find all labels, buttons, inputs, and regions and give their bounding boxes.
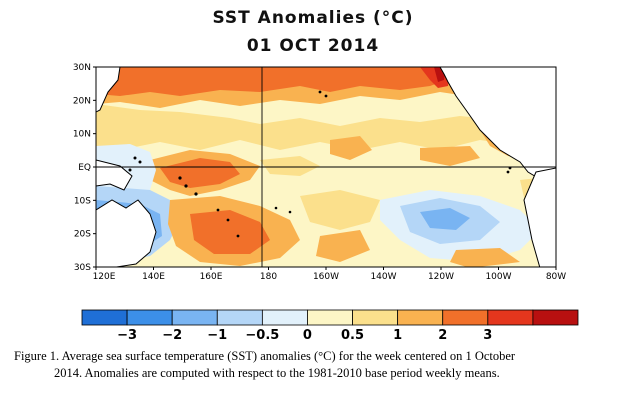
lat-label: EQ [78,163,91,173]
caption-line-2: 2014. Anomalies are computed with respec… [54,366,500,380]
caption-line-1: Figure 1. Average sea surface temperatur… [14,349,516,363]
colorbar-segment [81,309,128,326]
lon-label: 120W [428,272,454,282]
colorbar-segment [126,309,173,326]
chart-title: SST Anomalies (°C) [212,8,414,28]
lon-label: 80W [546,272,566,282]
lat-label: 20S [74,230,91,240]
colorbar-label: 0 [303,328,312,343]
colorbar-label: 2 [438,328,447,343]
lon-label: 180 [260,272,277,282]
lon-label: 140W [370,272,396,282]
colorbar-label: 0.5 [341,328,364,343]
lon-label: 160W [313,272,339,282]
lat-label: 20N [73,96,91,106]
lon-label: 160E [200,272,223,282]
colorbar-label: 1 [393,328,402,343]
lat-label: 30S [74,263,91,273]
colorbar-segment [307,309,353,326]
colorbar-segment [442,309,489,326]
colorbar-label: −3 [117,328,137,343]
chart-date: 01 OCT 2014 [246,36,380,56]
colorbar-segment [261,309,308,326]
lon-label: 100W [485,272,511,282]
colorbar-segment [397,309,444,326]
colorbar-segment [216,309,263,326]
colorbar-label: −0.5 [245,328,279,343]
lat-label: 10N [73,130,91,140]
sst-anomaly-field [96,67,556,267]
lon-label: 120E [93,272,116,282]
colorbar-label: −1 [207,328,227,343]
colorbar-segment [171,309,218,326]
colorbar-segment [352,309,399,326]
figure-caption: Figure 1. Average sea surface temperatur… [14,348,614,382]
longitude-axis: 120E 140E 160E 180 160W 140W 120W 100W 80W [93,267,566,282]
latitude-axis: 30N 20N 10N EQ 10S 20S 30S [73,63,96,273]
colorbar-segment [487,309,534,326]
lat-label: 30N [73,63,91,73]
colorbar-label: 3 [483,328,492,343]
colorbar [81,309,579,326]
colorbar-segment [532,309,579,326]
lat-label: 10S [74,196,91,206]
colorbar-labels: −3 −2 −1 −0.5 0 0.5 1 2 3 [117,328,492,343]
lon-label: 140E [142,272,165,282]
colorbar-label: −2 [162,328,182,343]
